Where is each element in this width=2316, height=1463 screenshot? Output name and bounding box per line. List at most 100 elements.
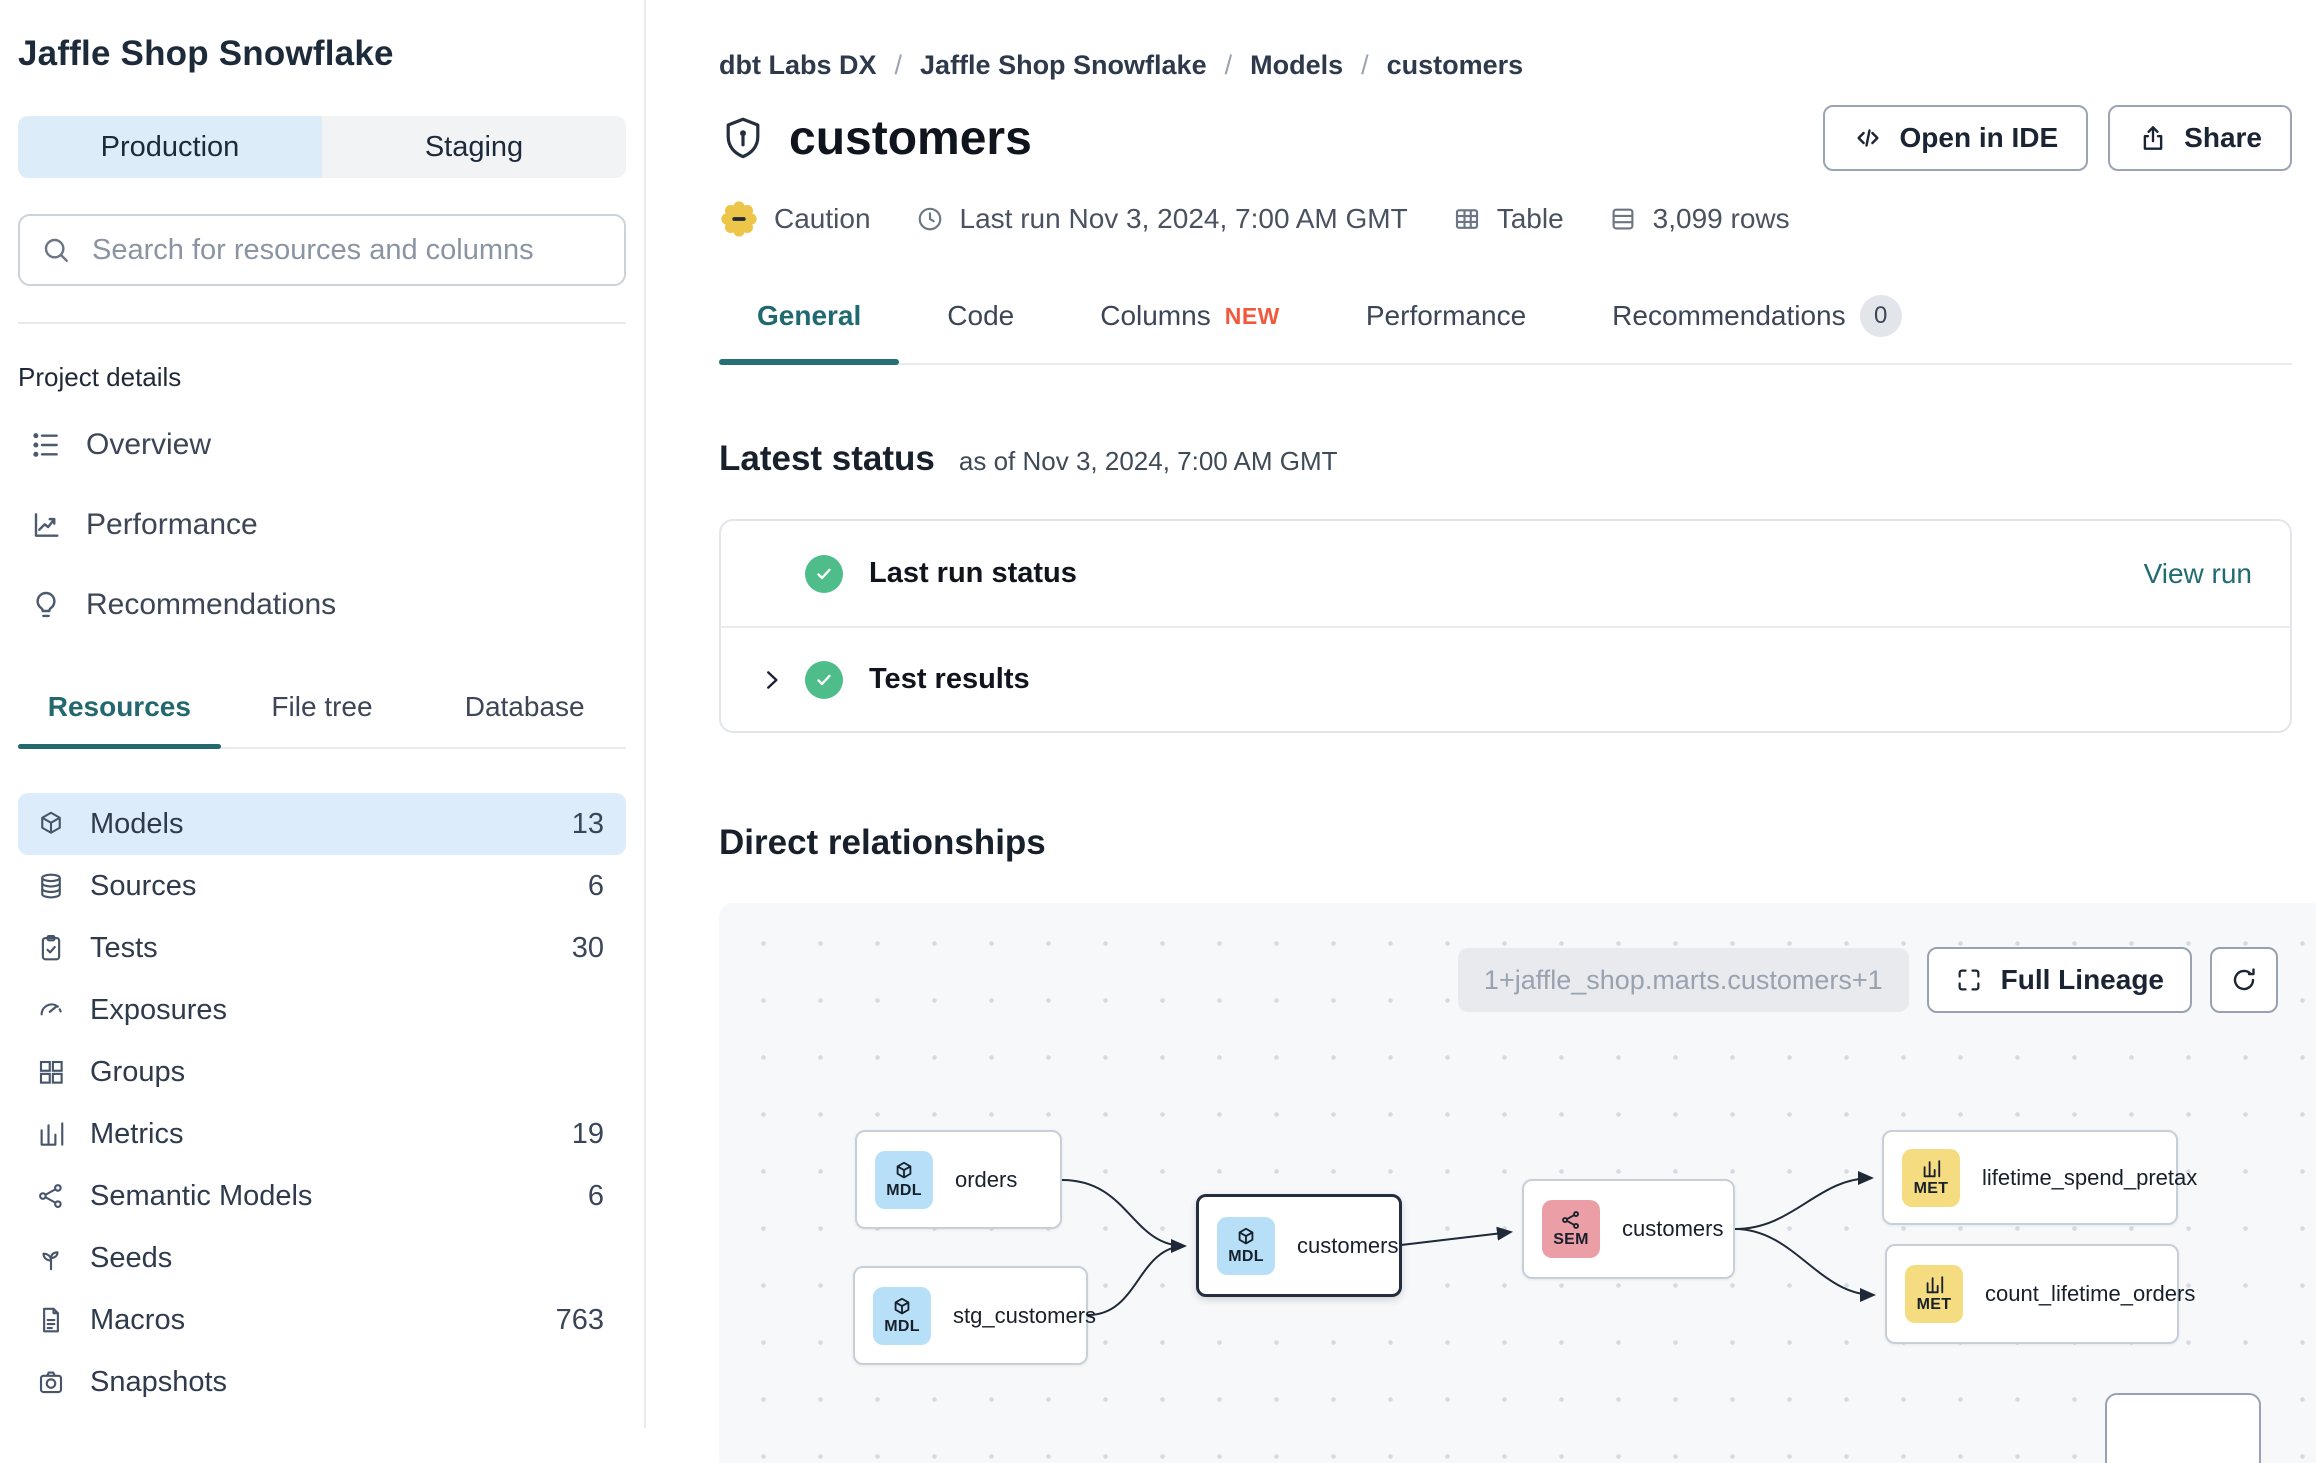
- breadcrumb-item[interactable]: Models: [1250, 50, 1344, 80]
- sidebar-item-label: Performance: [86, 508, 258, 541]
- sidebar: Jaffle Shop Snowflake Production Staging…: [0, 0, 646, 1428]
- network-icon: [36, 1181, 66, 1211]
- list-icon: [30, 429, 62, 461]
- sidebar-item-tests[interactable]: Tests 30: [18, 917, 626, 979]
- success-check-icon: [805, 554, 843, 593]
- resource-label: Sources: [90, 869, 197, 902]
- metric-node-icon: MET: [1902, 1148, 1960, 1207]
- full-lineage-button[interactable]: Full Lineage: [1926, 947, 2192, 1013]
- materialization-text: Table: [1496, 203, 1564, 234]
- breadcrumb-item[interactable]: Jaffle Shop Snowflake: [920, 50, 1207, 80]
- share-icon: [2138, 123, 2168, 153]
- code-icon: [1853, 123, 1883, 153]
- node-type-label: MET: [1916, 1296, 1952, 1314]
- recommendations-count-badge: 0: [1859, 295, 1902, 337]
- tab-recommendations[interactable]: Recommendations 0: [1574, 295, 1939, 363]
- breadcrumb-item[interactable]: dbt Labs DX: [719, 50, 877, 80]
- seedling-icon: [36, 1243, 66, 1273]
- lineage-zoom-control-button[interactable]: [2105, 1393, 2261, 1463]
- tab-performance[interactable]: Performance: [1328, 295, 1564, 363]
- node-label: lifetime_spend_pretax: [1982, 1164, 2198, 1190]
- main-content: dbt Labs DX / Jaffle Shop Snowflake / Mo…: [646, 0, 2316, 1463]
- lineage-node-customers-semantic[interactable]: SEM customers: [1522, 1179, 1735, 1279]
- share-label: Share: [2184, 122, 2262, 153]
- sidebar-item-semantic-models[interactable]: Semantic Models 6: [18, 1165, 626, 1227]
- status-row-label: Test results: [869, 663, 1030, 695]
- table-icon: [1452, 204, 1482, 234]
- breadcrumb-item-current[interactable]: customers: [1386, 50, 1524, 80]
- chevron-right-icon[interactable]: [759, 667, 805, 693]
- gauge-icon: [36, 995, 66, 1025]
- lineage-selector-chip[interactable]: 1+jaffle_shop.marts.customers+1: [1457, 948, 1909, 1012]
- resource-count: 6: [587, 869, 604, 902]
- search-input[interactable]: [90, 232, 604, 268]
- sidebar-item-groups[interactable]: Groups: [18, 1041, 626, 1103]
- lineage-controls: 1+jaffle_shop.marts.customers+1 Full Lin…: [1457, 947, 2278, 1013]
- cube-icon: [36, 809, 66, 839]
- sidebar-item-recommendations[interactable]: Recommendations: [18, 577, 626, 633]
- row-count-text: 3,099 rows: [1652, 203, 1790, 234]
- tab-label: Code: [947, 300, 1015, 331]
- tab-general[interactable]: General: [719, 295, 900, 365]
- tab-columns[interactable]: Columns NEW: [1062, 295, 1318, 363]
- share-button[interactable]: Share: [2108, 105, 2292, 171]
- node-type-label: MDL: [884, 1317, 920, 1335]
- success-check-icon: [805, 660, 843, 699]
- tab-code[interactable]: Code: [909, 295, 1052, 363]
- test-results-row[interactable]: Test results: [721, 626, 2290, 731]
- database-icon: [36, 871, 66, 901]
- metric-node-icon: MET: [1905, 1265, 1963, 1323]
- resource-count: 13: [571, 807, 604, 840]
- row-count-meta: 3,099 rows: [1608, 203, 1790, 235]
- resource-label: Tests: [90, 931, 158, 964]
- resource-label: Seeds: [90, 1241, 173, 1274]
- lineage-node-stg-customers[interactable]: MDL stg_customers: [853, 1266, 1096, 1365]
- lineage-node-orders[interactable]: MDL orders: [855, 1130, 1062, 1229]
- sidebar-item-overview[interactable]: Overview: [18, 417, 626, 473]
- resource-list: Models 13 Sources 6 Tests 30 Exposures: [18, 793, 626, 1413]
- sidebar-item-seeds[interactable]: Seeds: [18, 1227, 626, 1289]
- sidebar-item-sources[interactable]: Sources 6: [18, 855, 626, 917]
- search-icon: [40, 234, 72, 266]
- bar-chart-icon: [36, 1119, 66, 1149]
- node-type-label: SEM: [1553, 1231, 1589, 1249]
- sidebar-item-snapshots[interactable]: Snapshots: [18, 1351, 626, 1413]
- detail-tabs: General Code Columns NEW Performance Rec…: [719, 295, 2292, 365]
- materialization-meta: Table: [1452, 203, 1564, 235]
- tab-file-tree[interactable]: File tree: [271, 691, 373, 722]
- sidebar-item-label: Recommendations: [86, 588, 337, 621]
- sidebar-item-exposures[interactable]: Exposures: [18, 979, 626, 1041]
- node-label: orders: [955, 1166, 1018, 1192]
- tab-database[interactable]: Database: [464, 691, 585, 722]
- camera-icon: [36, 1367, 66, 1397]
- refresh-button[interactable]: [2210, 947, 2278, 1013]
- lineage-node-customers-model[interactable]: MDL customers: [1196, 1194, 1402, 1297]
- breadcrumb: dbt Labs DX / Jaffle Shop Snowflake / Mo…: [719, 50, 2292, 81]
- sidebar-item-models[interactable]: Models 13: [18, 793, 626, 855]
- env-staging-button[interactable]: Staging: [322, 116, 626, 178]
- document-icon: [36, 1305, 66, 1335]
- clipboard-check-icon: [36, 933, 66, 963]
- sidebar-item-label: Overview: [86, 428, 212, 461]
- lineage-node-lifetime-spend-pretax[interactable]: MET lifetime_spend_pretax: [1882, 1130, 2197, 1225]
- env-production-button[interactable]: Production: [18, 116, 322, 178]
- model-node-icon: MDL: [875, 1150, 933, 1209]
- resource-label: Macros: [90, 1303, 186, 1336]
- tab-resources[interactable]: Resources: [18, 691, 221, 749]
- node-label: customers: [1297, 1232, 1399, 1258]
- node-label: stg_customers: [953, 1302, 1097, 1328]
- shield-icon: [719, 114, 767, 162]
- sidebar-item-performance[interactable]: Performance: [18, 497, 626, 553]
- open-in-ide-button[interactable]: Open in IDE: [1823, 105, 2089, 171]
- sidebar-search[interactable]: [18, 214, 626, 286]
- lineage-node-count-lifetime-orders[interactable]: MET count_lifetime_orders: [1885, 1244, 2195, 1344]
- sidebar-item-macros[interactable]: Macros 763: [18, 1289, 626, 1351]
- sidebar-item-metrics[interactable]: Metrics 19: [18, 1103, 626, 1165]
- title-row: customers Open in IDE Share: [719, 105, 2292, 171]
- lineage-edges: [1061, 1171, 1876, 1316]
- meta-row: Caution Last run Nov 3, 2024, 7:00 AM GM…: [719, 199, 2292, 239]
- view-run-link[interactable]: View run: [2143, 557, 2252, 589]
- tab-label: Recommendations: [1612, 300, 1846, 331]
- model-node-icon: MDL: [873, 1286, 931, 1345]
- model-node-icon: MDL: [1217, 1216, 1275, 1275]
